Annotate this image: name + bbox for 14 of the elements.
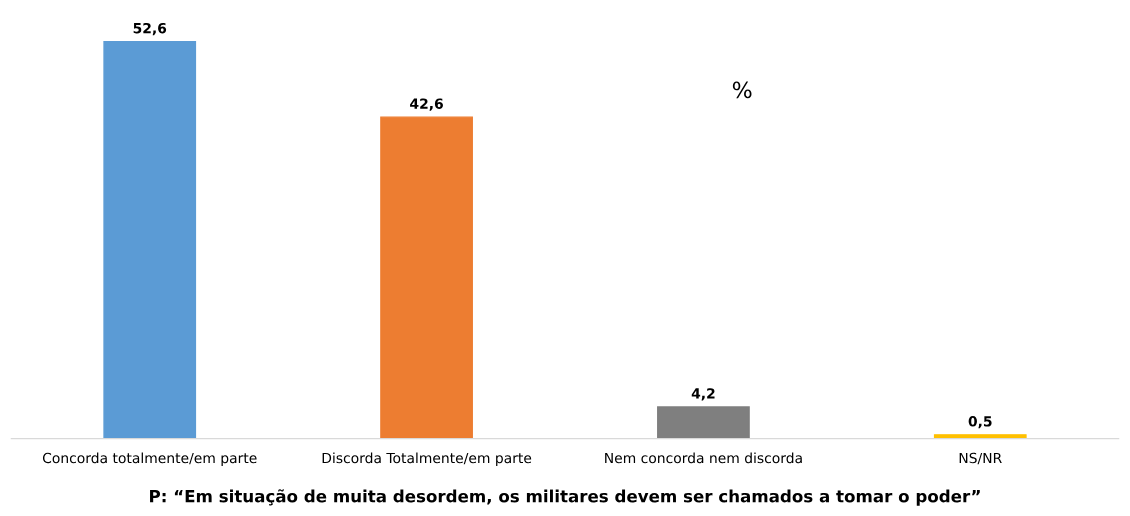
data-label: 4,2 [691,388,715,401]
x-tick-label: Discorda Totalmente/em parte [322,452,532,466]
bar [103,40,197,439]
text: P: “Em situação de muita desordem, os militares devem ser chamados a tomar o poder” [150,489,980,506]
data-label: 52,6 [133,22,167,36]
bar [657,406,750,439]
data-label: 0,5 [968,416,992,429]
x-tick-label: Nem concorda nem discorda [605,452,802,464]
bar [933,434,1027,439]
data-label: 42,6 [410,98,443,111]
x-tick-label: NS/NR [959,452,1002,465]
bar [380,116,473,439]
annotation: % [732,81,752,99]
x-tick-label: Concorda totalmente/em parte [42,452,257,466]
